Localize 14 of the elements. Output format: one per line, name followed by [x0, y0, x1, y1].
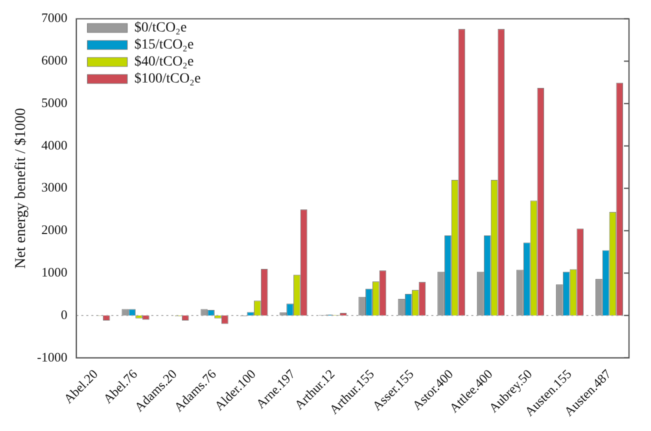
y-tick-label: 5000 [41, 94, 68, 110]
y-tick-label: 2000 [41, 222, 68, 238]
y-tick-label: -1000 [36, 349, 68, 364]
y-tick-label: 7000 [41, 10, 68, 26]
y-tick-label: 6000 [41, 52, 68, 68]
y-tick-label: 1000 [41, 264, 68, 280]
legend-label: $40/tCO₂e [134, 54, 194, 70]
legend-label: $0/tCO₂e [134, 20, 187, 36]
y-tick-label: 0 [60, 306, 68, 322]
y-tick-label: 3000 [41, 180, 68, 195]
legend-label: $15/tCO₂e [134, 38, 194, 53]
legend-label: $100/tCO₂e [134, 72, 201, 87]
y-axis-title: Net energy benefit / $1000 [12, 108, 29, 269]
y-tick-label: 4000 [41, 137, 68, 152]
